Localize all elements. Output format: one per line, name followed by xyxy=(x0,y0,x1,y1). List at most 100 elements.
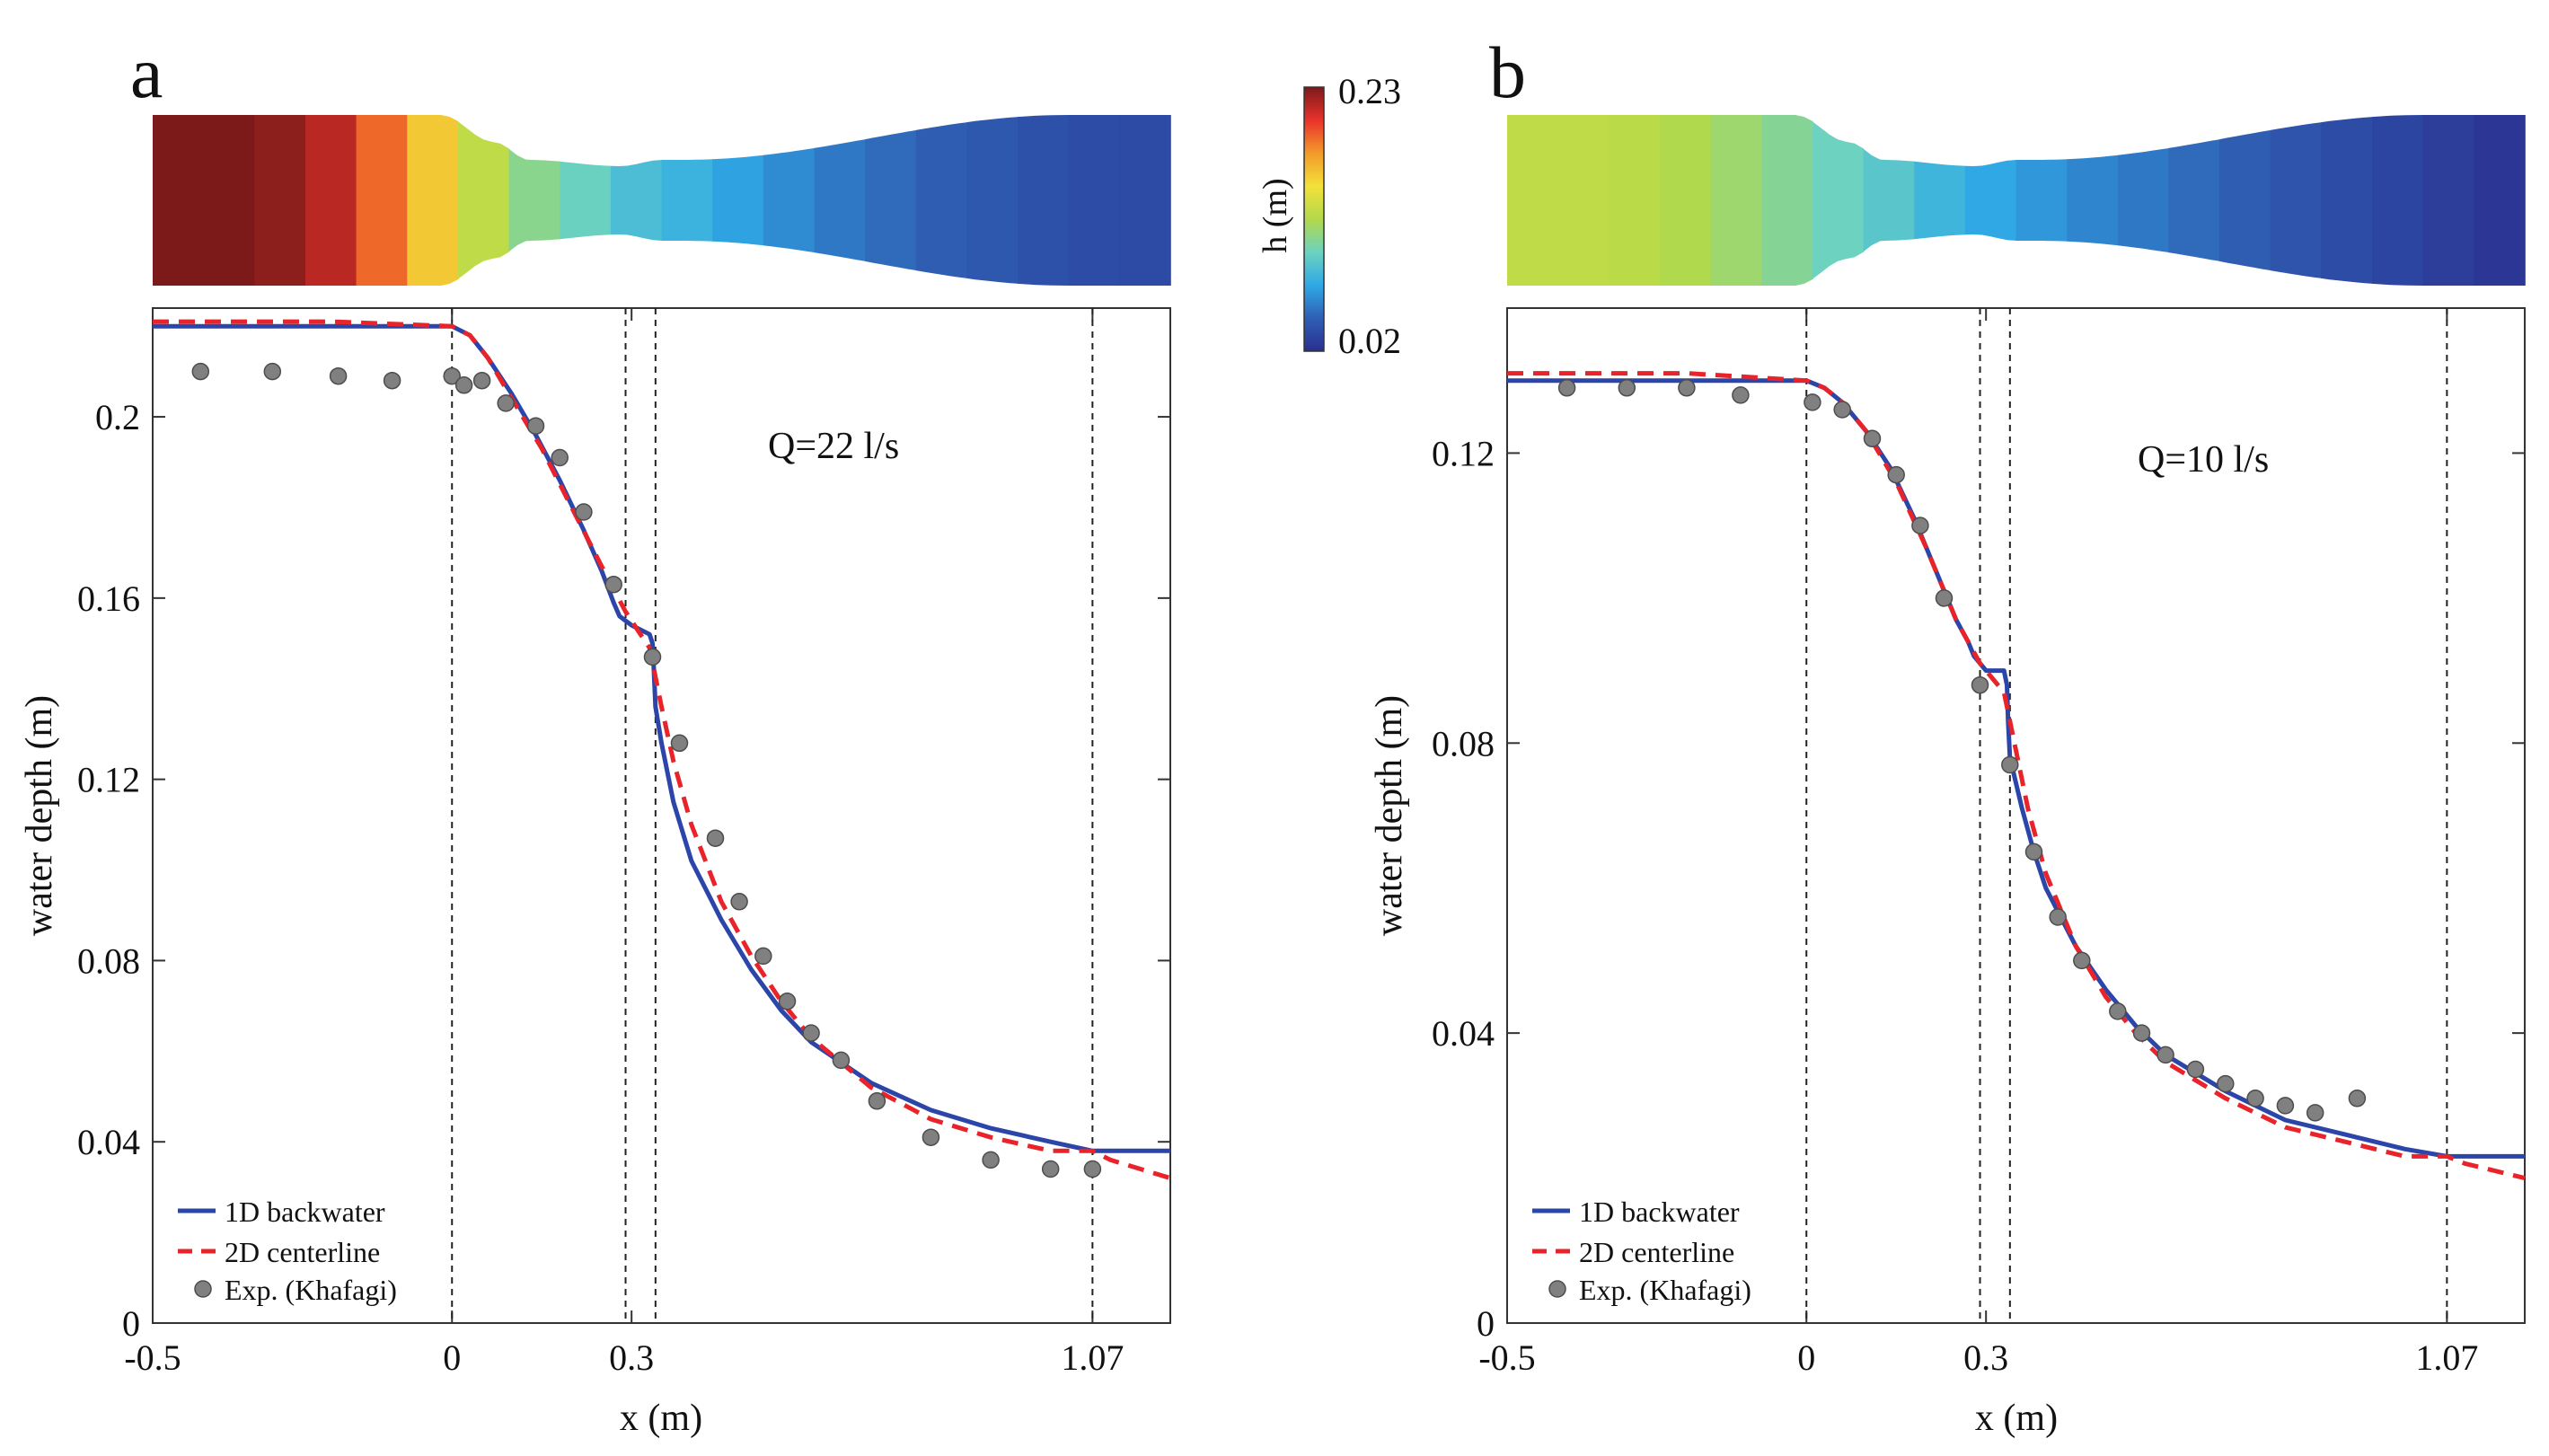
experiment-point-1-15 xyxy=(2109,1002,2127,1020)
colorbar-min-label: 0.02 xyxy=(1338,321,1401,361)
x-tick-label-0-1: 0 xyxy=(443,1337,461,1378)
experiment-point-0-16 xyxy=(754,947,772,966)
experiment-point-0-12 xyxy=(643,648,662,666)
experiment-point-0-3 xyxy=(383,371,401,390)
channel-band-1-12 xyxy=(2117,147,2170,253)
experiment-point-0-14 xyxy=(706,829,725,847)
channel-band-0-5 xyxy=(407,115,459,286)
y-tick-label-0-3: 0.12 xyxy=(77,760,140,800)
experiment-point-0-10 xyxy=(575,503,593,521)
channel-band-1-16 xyxy=(2321,117,2373,284)
experiment-point-1-0 xyxy=(1557,379,1576,397)
channel-band-1-0 xyxy=(1507,115,1559,286)
channel-band-1-6 xyxy=(1812,121,1865,279)
y-axis-label-a: water depth (m) xyxy=(19,695,60,936)
channel-band-0-19 xyxy=(1119,115,1171,286)
y-tick-label-1-0: 0 xyxy=(1477,1303,1495,1344)
experiment-point-0-22 xyxy=(982,1151,1000,1169)
channel-band-1-9 xyxy=(1964,160,2017,241)
y-tick-label-1-3: 0.12 xyxy=(1432,433,1495,473)
x-tick-label-0-2: 0.3 xyxy=(609,1337,654,1378)
channel-band-1-8 xyxy=(1914,161,1966,240)
channel-band-1-17 xyxy=(2372,115,2424,286)
channel-band-1-5 xyxy=(1761,115,1813,286)
experiment-point-1-23 xyxy=(2348,1090,2367,1107)
experiment-point-0-23 xyxy=(1041,1160,1060,1178)
channel-band-0-16 xyxy=(966,117,1019,284)
experiment-point-0-9 xyxy=(551,448,569,467)
legend-label-experiment-a: Exp. (Khafagi) xyxy=(225,1274,397,1306)
experiment-point-1-16 xyxy=(2132,1024,2151,1042)
experiment-point-1-14 xyxy=(2073,951,2091,970)
experiment-point-1-8 xyxy=(1911,516,1929,534)
y-tick-label-0-4: 0.16 xyxy=(77,578,140,619)
experiment-point-0-13 xyxy=(670,734,689,753)
legend-a: 1D backwater 2D centerline Exp. (Khafagi… xyxy=(178,1196,397,1306)
experiment-point-1-4 xyxy=(1804,393,1821,411)
experiment-point-0-4 xyxy=(443,366,461,385)
experiment-point-0-1 xyxy=(263,362,282,381)
colorbar: 0.23 0.02 h (m) xyxy=(1257,71,1401,361)
channel-band-1-2 xyxy=(1609,115,1661,286)
channel-band-0-18 xyxy=(1068,115,1121,286)
channel-band-1-18 xyxy=(2422,115,2475,286)
channel-band-0-17 xyxy=(1018,115,1070,286)
channel-band-1-7 xyxy=(1863,148,1915,252)
legend-label-centerline-b: 2D centerline xyxy=(1579,1236,1734,1268)
experiment-point-1-20 xyxy=(2246,1090,2264,1107)
channel-band-0-13 xyxy=(814,139,866,261)
y-tick-label-0-0: 0 xyxy=(122,1303,140,1344)
experiment-point-1-10 xyxy=(1971,675,1989,694)
experiment-point-1-12 xyxy=(2024,843,2043,861)
x-tick-label-1-1: 0 xyxy=(1797,1337,1815,1378)
y-tick-label-1-2: 0.08 xyxy=(1432,723,1495,763)
experiment-point-0-15 xyxy=(730,893,748,911)
x-axis-label-b: x (m) xyxy=(1975,1398,2058,1439)
experiment-point-0-8 xyxy=(526,417,545,435)
channel-colormap-b xyxy=(1507,115,2526,286)
channel-band-1-15 xyxy=(2270,122,2323,278)
channel-band-1-11 xyxy=(2067,154,2119,246)
flow-annotation-a: Q=22 l/s xyxy=(768,426,899,467)
experiment-point-0-6 xyxy=(472,371,491,390)
legend-label-backwater-b: 1D backwater xyxy=(1579,1196,1740,1228)
experiment-point-1-18 xyxy=(2186,1060,2205,1079)
channel-band-0-15 xyxy=(915,122,968,278)
x-tick-label-1-0: -0.5 xyxy=(1478,1337,1535,1378)
x-tick-label-0-0: -0.5 xyxy=(124,1337,181,1378)
channel-band-1-3 xyxy=(1660,115,1712,286)
experiment-point-1-11 xyxy=(2001,755,2019,774)
experiment-point-0-7 xyxy=(497,394,515,412)
x-tick-label-0-3: 1.07 xyxy=(1061,1337,1124,1378)
flow-annotation-b: Q=10 l/s xyxy=(2138,439,2269,481)
experiment-point-0-11 xyxy=(604,575,622,594)
experiment-point-0-21 xyxy=(922,1128,940,1146)
legend-marker-experiment-b xyxy=(1548,1280,1566,1298)
x-tick-label-1-3: 1.07 xyxy=(2415,1337,2478,1378)
channel-band-0-4 xyxy=(356,115,409,286)
colorbar-max-label: 0.23 xyxy=(1338,71,1401,111)
centerline-2d-0 xyxy=(153,319,1171,1180)
channel-band-1-4 xyxy=(1710,115,1762,286)
experiment-point-1-2 xyxy=(1678,379,1696,397)
legend-marker-experiment-a xyxy=(194,1280,212,1298)
channel-band-1-14 xyxy=(2219,129,2271,271)
channel-band-0-0 xyxy=(153,115,205,286)
experiment-point-0-2 xyxy=(329,366,348,385)
y-tick-label-1-1: 0.04 xyxy=(1432,1013,1495,1054)
channel-band-0-3 xyxy=(304,115,357,286)
experiment-point-1-17 xyxy=(2157,1046,2174,1064)
experiment-point-1-13 xyxy=(2049,908,2067,926)
legend-label-experiment-b: Exp. (Khafagi) xyxy=(1579,1274,1751,1306)
experiment-point-1-3 xyxy=(1732,386,1750,404)
channel-band-0-12 xyxy=(763,147,816,253)
legend-label-backwater-a: 1D backwater xyxy=(225,1196,385,1228)
channel-band-1-13 xyxy=(2168,139,2220,261)
channel-band-0-9 xyxy=(610,160,663,241)
experiment-point-1-9 xyxy=(1935,589,1954,607)
channel-band-0-7 xyxy=(508,148,560,252)
